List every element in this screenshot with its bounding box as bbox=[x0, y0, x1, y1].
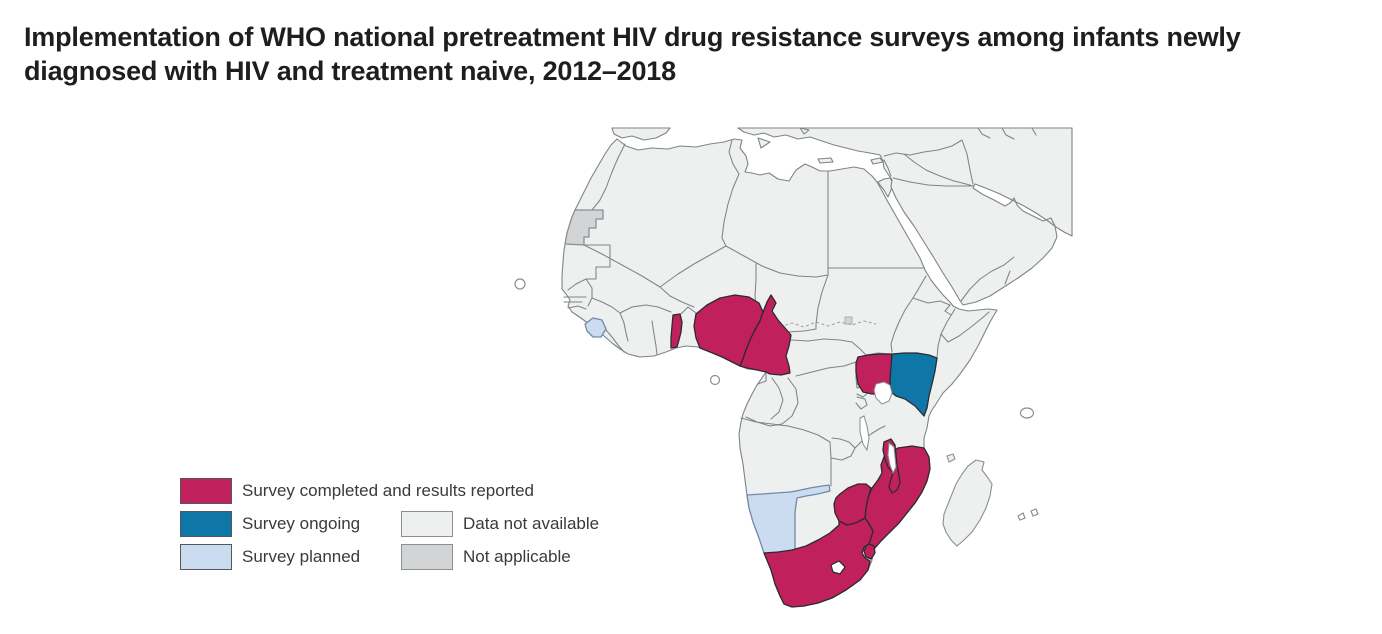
legend-item-no-data: Data not available bbox=[401, 511, 599, 537]
crete-island bbox=[817, 157, 834, 164]
legend-label-planned: Survey planned bbox=[242, 547, 361, 566]
spain-fragment bbox=[611, 127, 671, 141]
country-togo bbox=[670, 313, 683, 349]
country-cameroon bbox=[739, 294, 792, 376]
legend-swatch-planned bbox=[180, 544, 232, 570]
sinai-peninsula bbox=[877, 177, 894, 198]
lake-tanganyika bbox=[859, 415, 870, 452]
title-line-1: Implementation of WHO national pretreatm… bbox=[24, 22, 1241, 52]
reunion-island bbox=[1030, 508, 1039, 517]
cyprus-island bbox=[870, 157, 884, 165]
africa-choropleth-map bbox=[514, 127, 1073, 608]
mauritius-island bbox=[1017, 512, 1026, 521]
lake-malawi bbox=[887, 442, 897, 475]
lesotho-enclave bbox=[830, 560, 846, 575]
legend-label-no-data: Data not available bbox=[463, 514, 600, 533]
legend-swatch-no-data bbox=[401, 511, 453, 537]
seychelles-marker bbox=[1019, 407, 1035, 419]
legend-label-not-applicable: Not applicable bbox=[463, 547, 571, 566]
legend-item-completed: Survey completed and results reported bbox=[180, 478, 534, 504]
country-sierra-leone bbox=[584, 317, 607, 338]
legend-item-ongoing: Survey ongoing bbox=[180, 511, 360, 537]
legend-swatch-completed bbox=[180, 478, 232, 504]
middle-east-landmass bbox=[737, 127, 1073, 306]
country-namibia bbox=[746, 484, 831, 555]
title-line-2: diagnosed with HIV and treatment naive, … bbox=[24, 56, 676, 86]
madagascar-island bbox=[942, 459, 993, 547]
cape-verde-marker bbox=[514, 278, 526, 290]
lake-victoria bbox=[873, 381, 893, 405]
borders-central-east-africa bbox=[740, 275, 990, 487]
abyei-area-marker bbox=[844, 316, 853, 325]
country-eswatini bbox=[863, 543, 876, 560]
page-title: Implementation of WHO national pretreatm… bbox=[24, 20, 1374, 88]
country-western-sahara bbox=[564, 209, 604, 246]
country-south-africa bbox=[763, 517, 874, 608]
borders-middle-east bbox=[883, 127, 1037, 302]
legend-swatch-not-applicable bbox=[401, 544, 453, 570]
borders-north-west-africa bbox=[563, 139, 924, 356]
sicily-island bbox=[757, 137, 771, 149]
aegean-fragment bbox=[799, 127, 810, 135]
legend-label-ongoing: Survey ongoing bbox=[242, 514, 361, 533]
comoros-island bbox=[946, 453, 956, 463]
legend-label-completed: Survey completed and results reported bbox=[242, 481, 534, 500]
legend-swatch-ongoing bbox=[180, 511, 232, 537]
sao-tome-marker bbox=[709, 374, 721, 386]
legend-item-not-applicable: Not applicable bbox=[401, 544, 571, 570]
legend-item-planned: Survey planned bbox=[180, 544, 360, 570]
border-sudan-south-sudan-dashed bbox=[779, 320, 877, 328]
